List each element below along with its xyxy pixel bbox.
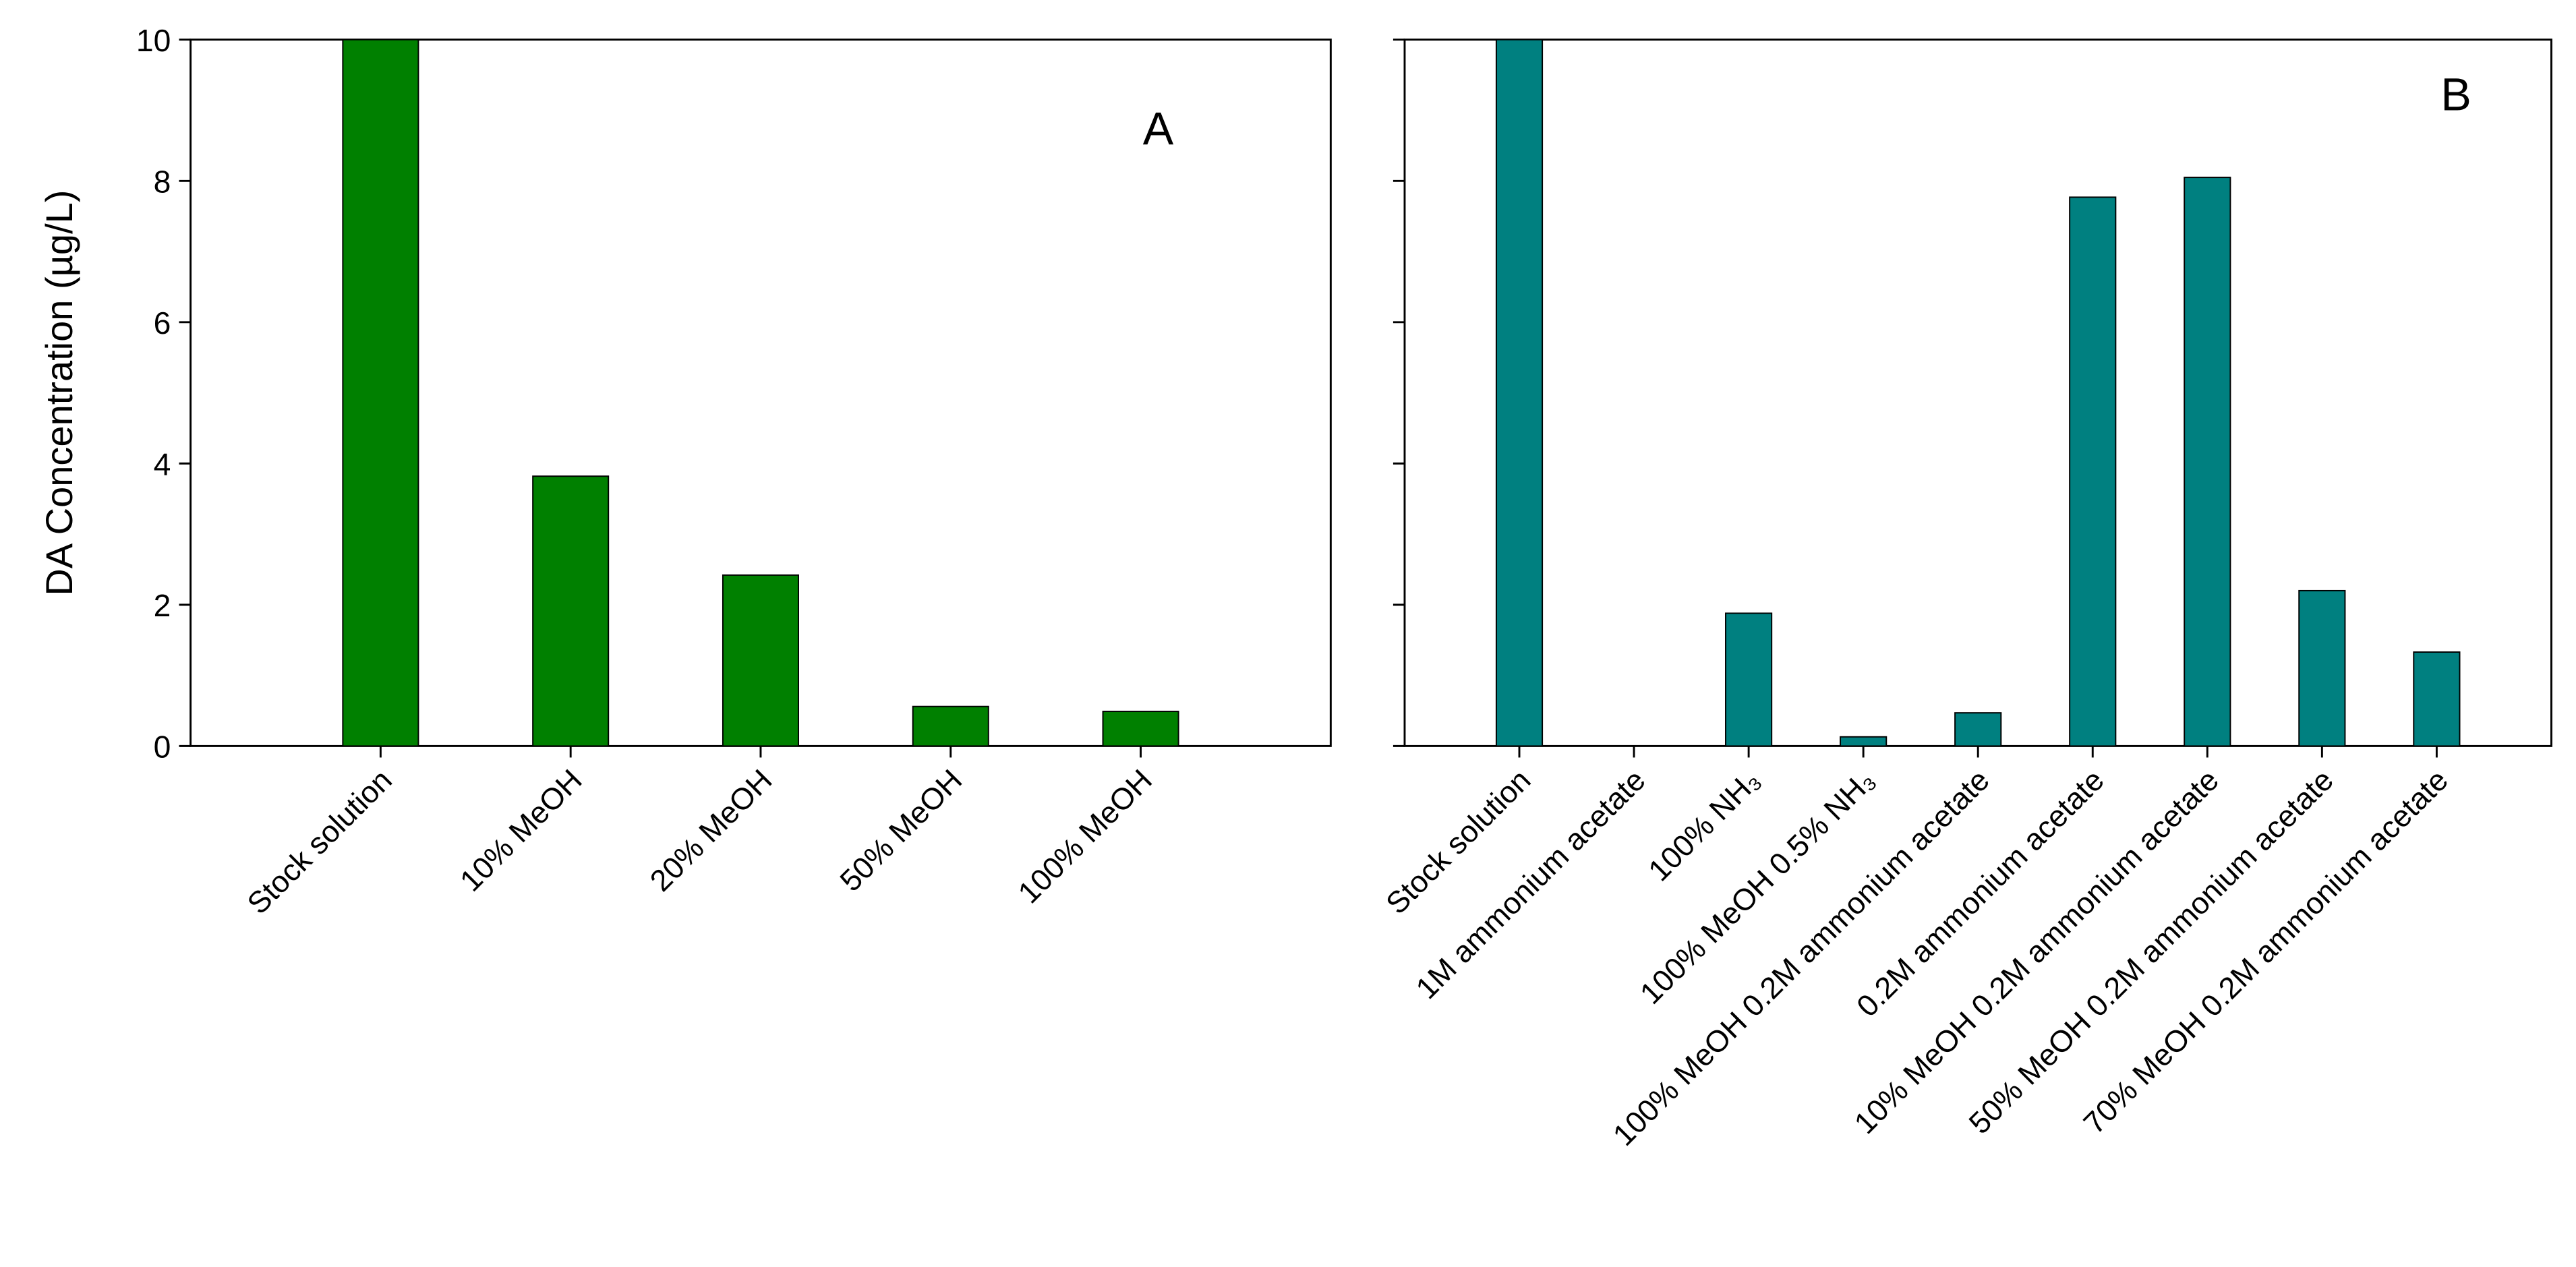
bar [2413,651,2461,747]
bar [722,574,799,747]
y-tick-label: 8 [154,164,171,199]
bar [1725,612,1773,747]
bar [1495,38,1544,747]
x-tick-label: 100% NH₃ [1641,763,1766,887]
bar [2184,177,2231,747]
y-tick-label: 0 [154,729,171,764]
y-tick-label: 10 [136,23,171,58]
panel-label: B [2440,69,2471,121]
y-tick-label: 2 [154,588,171,623]
x-tick-label: Stock solution [241,763,399,920]
bar [2069,196,2117,747]
y-tick-label: 4 [154,446,171,481]
x-tick-label: 100% MeOH 0.5% NH₃ [1633,763,1881,1011]
bar [1954,712,2002,747]
bar [1840,736,1887,747]
bar [342,38,419,747]
x-tick-label: 1M ammonium acetate [1409,763,1651,1005]
y-tick-label: 6 [154,305,171,341]
x-tick-label: 20% MeOH [643,763,779,898]
x-tick-label: 10% MeOH [453,763,589,898]
x-tick-label: 100% MeOH [1012,763,1159,910]
x-tick-label: 50% MeOH [833,763,969,898]
plot-frame [1403,38,2552,747]
y-axis-title: DA Concentration (µg/L) [38,190,80,596]
bar [2298,589,2346,747]
panel-label: A [1143,104,1174,155]
bar [532,475,610,747]
bar [912,705,989,747]
bar [1102,711,1179,747]
